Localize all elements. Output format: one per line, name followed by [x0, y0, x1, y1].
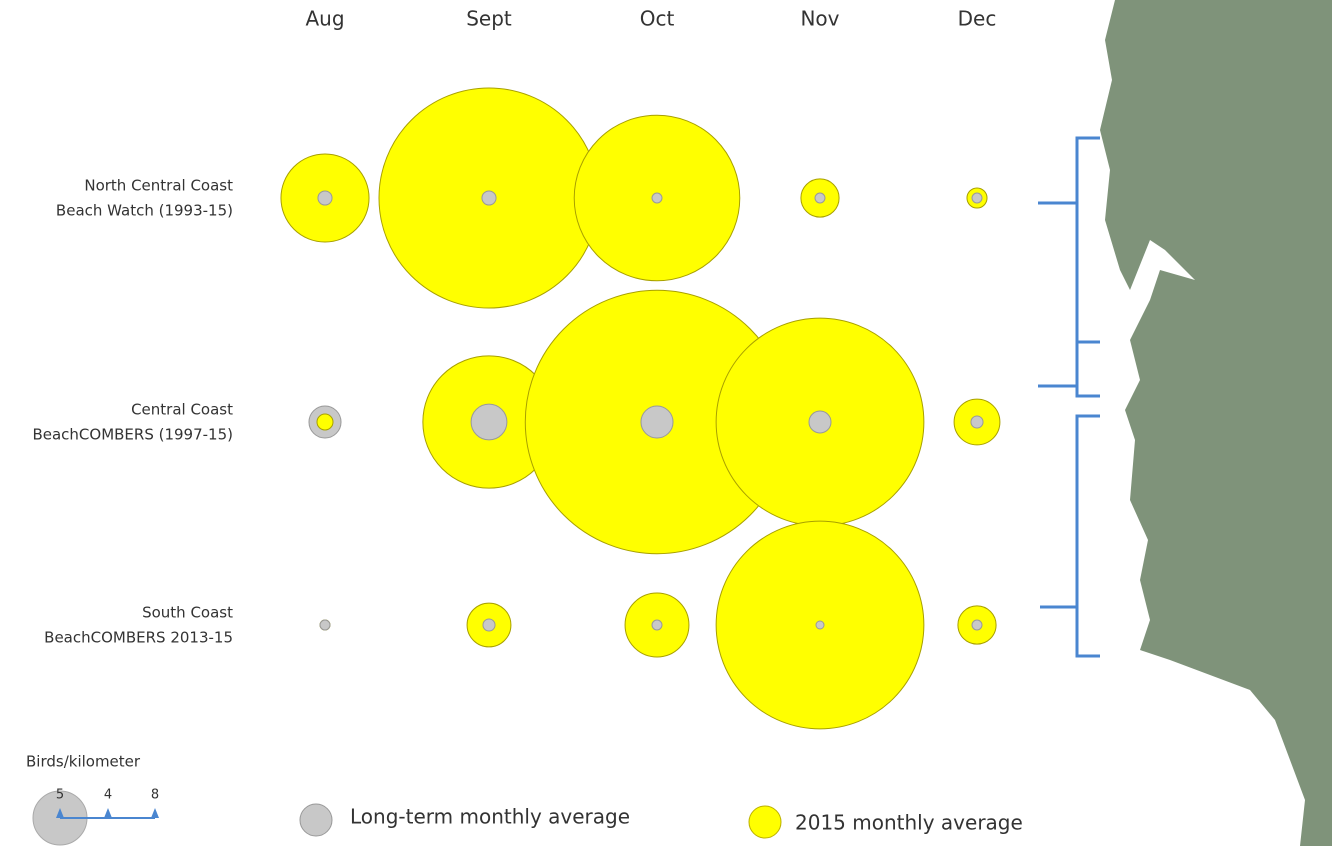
- column-label: Oct: [640, 7, 675, 31]
- legend-swatch: [748, 805, 782, 839]
- legend-label: Long-term monthly average: [350, 805, 630, 829]
- row-label: South Coast: [142, 604, 233, 622]
- legend-label: 2015 monthly average: [795, 811, 1023, 835]
- bubble: [808, 410, 832, 434]
- bubble: [651, 619, 663, 631]
- row-label: North Central Coast: [84, 177, 233, 195]
- bubble: [482, 618, 496, 632]
- scale-tick-label: 8: [151, 788, 159, 803]
- bubble: [814, 192, 826, 204]
- column-label: Sept: [466, 7, 512, 31]
- row-label: Beach Watch (1993-15): [56, 202, 233, 220]
- bubble: [651, 192, 663, 204]
- column-label: Dec: [958, 7, 997, 31]
- bubble: [971, 619, 983, 631]
- bubble: [319, 619, 331, 631]
- bubble: [316, 413, 334, 431]
- bubble: [815, 620, 825, 630]
- row-label: BeachCOMBERS 2013-15: [44, 629, 233, 647]
- scale-tick: [151, 808, 159, 818]
- bubble: [481, 190, 497, 206]
- size-title: Birds/kilometer: [26, 753, 141, 771]
- row-label: BeachCOMBERS (1997-15): [32, 426, 233, 444]
- coastline-map: [1100, 0, 1332, 846]
- bubble: [971, 192, 983, 204]
- scale-tick: [56, 808, 64, 818]
- bubble: [640, 405, 674, 439]
- bubble: [970, 415, 984, 429]
- column-label: Aug: [305, 7, 344, 31]
- scale-tick: [104, 808, 112, 818]
- scale-tick-label: 4: [104, 788, 112, 803]
- bubble: [317, 190, 333, 206]
- column-label: Nov: [800, 7, 839, 31]
- region-brackets: [1038, 136, 1100, 658]
- bubble: [470, 403, 508, 441]
- legend-swatch: [299, 803, 333, 837]
- scale-tick-label: 5: [56, 788, 64, 803]
- row-label: Central Coast: [131, 401, 233, 419]
